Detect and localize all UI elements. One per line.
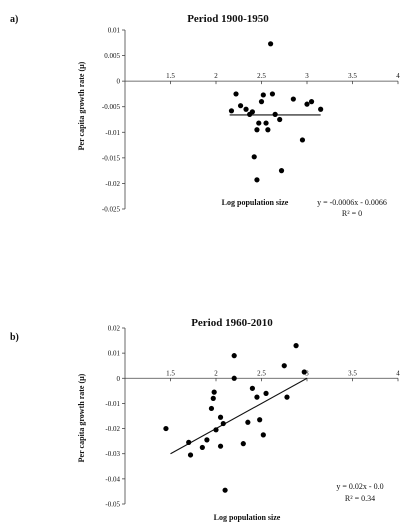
panel-a-x-tick-label: 3.5	[348, 72, 357, 80]
panel-a-y-tick-label: 0.005	[104, 52, 120, 60]
panel-b-data-point	[231, 375, 237, 381]
panel-a-data-point	[265, 127, 271, 133]
panel-b-data-point	[186, 439, 192, 445]
panel-a-data-point	[254, 127, 260, 133]
panel-b-data-point	[208, 405, 215, 412]
panel-b-trendline	[170, 377, 308, 455]
panel-a-label: a)	[10, 14, 18, 25]
panel-a-data-point	[263, 120, 269, 126]
panel-b-label: b)	[10, 332, 19, 343]
panel-a-x-axis-title: Log population size	[222, 198, 289, 207]
panel-a-data-point	[269, 91, 276, 97]
panel-a-y-tick-label: -0.025	[102, 206, 121, 214]
panel-b-data-point	[301, 369, 307, 375]
panel-b-y-tick-label: 0	[117, 375, 121, 383]
panel-b-y-tick-label: -0.03	[105, 450, 120, 458]
panel-a-data-point	[258, 99, 265, 105]
panel-a-data-point	[247, 111, 253, 117]
panel-b-data-point	[249, 385, 255, 391]
panel-b-data-point	[284, 394, 290, 400]
panel-a-x-tick-label: 2	[214, 72, 218, 80]
panel-b-x-tick-label: 2	[214, 369, 218, 377]
panel-b-x-axis-title: Log population size	[214, 513, 281, 522]
panel-a-data-point	[268, 41, 274, 47]
panel-b-data-point	[210, 395, 216, 401]
panel-b-r-squared: R² = 0.34	[345, 494, 375, 503]
panel-a-data-point	[243, 106, 249, 112]
panel-a-y-axis-title: Per capita growth rate (μ)	[77, 61, 86, 150]
panel-b-data-point	[260, 432, 266, 438]
panel-a-data-point	[277, 116, 283, 123]
panel-b-y-tick-label: -0.01	[105, 400, 120, 408]
panel-a-data-point	[237, 103, 244, 109]
panel-b-x-tick-label: 1.5	[166, 369, 175, 377]
panel-a-data-point	[251, 154, 257, 160]
panel-b-data-point	[254, 394, 260, 400]
panel-b-x-tick-label: 3	[305, 369, 309, 377]
panel-a-x-tick-label: 1.5	[166, 72, 175, 80]
panel-a-y-tick-label: 0.01	[108, 27, 121, 35]
panel-a: a) Period 1900-1950 Per capita growth ra…	[10, 13, 400, 218]
panel-a-y-tick-label: -0.01	[105, 129, 120, 137]
panel-b-data-point	[213, 427, 219, 433]
panel-a-data-point	[308, 99, 315, 105]
panel-a-data-point	[299, 137, 306, 143]
panel-a-data-point	[304, 101, 310, 107]
panel-a-x-tick-label: 4	[396, 72, 400, 80]
panel-a-x-tick-label: 2.5	[257, 72, 266, 80]
panel-b-equation: y = 0.02x - 0.0	[336, 482, 383, 491]
panel-b-data-point	[263, 390, 269, 396]
panel-b-data-point	[217, 443, 224, 449]
panel-b-y-axis-title: Per capita growth rate (μ)	[77, 373, 86, 462]
panel-a-y-tick-label: -0.005	[102, 103, 121, 111]
panel-a-title: Period 1900-1950	[187, 13, 269, 25]
panel-b-x-tick-label: 3.5	[348, 369, 357, 377]
panel-a-data-point	[233, 91, 239, 97]
panel-a-data-point	[278, 168, 285, 174]
panel-a-equation: y = -0.0006x - 0.0066	[317, 198, 387, 207]
panel-a-r-squared: R² = 0	[342, 209, 362, 218]
panel-b-data-point	[257, 417, 263, 423]
panel-b-data-point	[281, 363, 287, 369]
panel-b-title: Period 1960-2010	[191, 317, 273, 329]
panel-b-data-point	[240, 441, 246, 447]
panel-b-data-point	[220, 420, 226, 427]
panel-b-data-point	[231, 353, 237, 359]
panel-a-y-tick-label: 0	[117, 78, 121, 86]
panel-a-data-point	[318, 106, 324, 112]
panel-b-x-tick-label: 2.5	[257, 369, 266, 377]
panel-b-y-tick-label: 0.01	[108, 350, 121, 358]
panel-a-data-point	[256, 120, 262, 126]
panel-b-y-tick-label: -0.04	[105, 475, 120, 483]
panel-b: b) Period 1960-2010 Per capita growth ra…	[10, 317, 400, 522]
panel-a-data-point	[228, 108, 235, 114]
panel-a-data-point	[272, 111, 278, 117]
panel-a-data-point	[260, 92, 266, 98]
panel-b-data-point	[245, 419, 251, 425]
panel-b-data-point	[222, 487, 228, 493]
panel-b-data-point	[211, 389, 217, 395]
panel-b-x-tick-label: 4	[396, 369, 400, 377]
panel-b-data-point	[293, 343, 299, 349]
panel-a-y-tick-label: -0.02	[105, 180, 120, 188]
panel-b-data-point	[187, 452, 194, 458]
panel-a-y-tick-label: -0.015	[102, 154, 121, 162]
panel-b-data-point	[217, 414, 224, 420]
panel-b-data-point	[199, 444, 205, 451]
panel-b-y-tick-label: -0.05	[105, 501, 120, 509]
panel-b-y-tick-label: 0.02	[108, 325, 121, 333]
panel-b-data-point	[163, 425, 169, 432]
panel-a-x-tick-label: 3	[305, 72, 309, 80]
panel-a-data-point	[290, 96, 296, 102]
panel-b-data-point	[204, 437, 210, 443]
panel-a-data-point	[254, 177, 260, 183]
panel-b-y-tick-label: -0.02	[105, 425, 120, 433]
